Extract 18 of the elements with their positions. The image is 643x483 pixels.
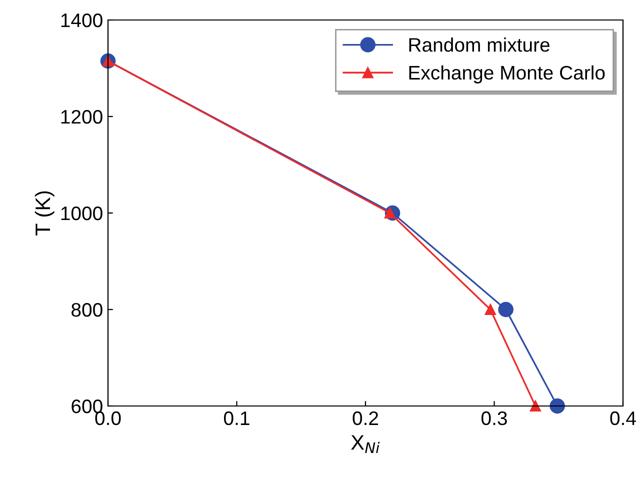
x-tick-label: 0.0	[95, 411, 121, 426]
point	[530, 400, 542, 412]
y-tick-label: 600	[72, 399, 102, 414]
x-axis-title: X$_{Ni}$	[351, 435, 380, 454]
x-tick-label: 0.4	[610, 411, 636, 426]
y-tick-label: 1200	[61, 110, 102, 124]
x-tick-label: 0.2	[352, 411, 378, 426]
x-tick-label: 0.3	[481, 411, 507, 426]
x-tick-label: 0.1	[224, 411, 250, 426]
point	[484, 304, 496, 316]
point	[498, 302, 514, 318]
y-axis-title: T (K)	[34, 191, 54, 236]
y-tick-label: 1000	[61, 206, 102, 220]
legend-label: Random mixture	[409, 38, 550, 52]
point	[550, 398, 565, 414]
y-tick-label: 1400	[61, 13, 102, 28]
legend-label: Exchange Monte Carlo	[409, 65, 605, 84]
y-tick-label: 800	[72, 302, 102, 317]
